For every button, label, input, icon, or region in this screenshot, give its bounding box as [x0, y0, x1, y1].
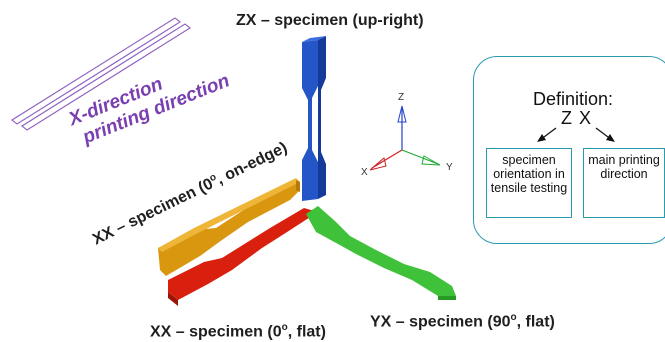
definition-code: Z X — [561, 108, 593, 128]
y-axis-arrow — [421, 155, 441, 166]
y-axis-line — [401, 149, 439, 165]
zx-specimen-label: ZX – specimen (up-right) — [236, 12, 424, 29]
yx-specimen-side — [438, 296, 456, 300]
zx-specimen-front — [302, 40, 318, 201]
definition-title: Definition: — [533, 89, 614, 109]
xx-flat-specimen-top — [168, 208, 318, 300]
xx-flat-specimen-side — [168, 292, 178, 306]
definition-specimen-orientation: specimen orientation in tensile testing — [486, 148, 572, 218]
xx-edge-specimen-top — [158, 178, 300, 252]
yx-specimen-label: YX – specimen (90o, flat) — [370, 312, 555, 331]
z-axis-label: Z — [398, 92, 405, 103]
y-axis-label: Y — [446, 162, 453, 173]
xx-edge-specimen-end — [296, 180, 300, 192]
left-arrow-head — [537, 134, 546, 142]
x-axis-arrow — [369, 157, 387, 171]
axis-triad — [369, 105, 441, 171]
z-axis-arrow — [397, 105, 407, 123]
xx-edge-specimen — [158, 178, 300, 276]
zx-specimen-side — [318, 36, 326, 199]
yx-specimen-top — [306, 206, 456, 296]
x-direction-print-lines — [11, 17, 191, 131]
x-axis-label: X — [361, 167, 368, 178]
definition-box — [473, 56, 665, 244]
definition-printing-direction: main printing direction — [583, 148, 665, 218]
xx-flat-specimen-label: XX – specimen (0o, flat) — [150, 322, 326, 341]
x-axis-line — [371, 149, 403, 169]
zx-specimen — [302, 36, 326, 201]
right-arrow-head — [606, 134, 615, 142]
yx-specimen — [306, 206, 456, 300]
xx-edge-specimen-body — [158, 180, 300, 276]
zx-specimen-top — [302, 36, 326, 42]
xx-flat-specimen — [168, 208, 318, 306]
